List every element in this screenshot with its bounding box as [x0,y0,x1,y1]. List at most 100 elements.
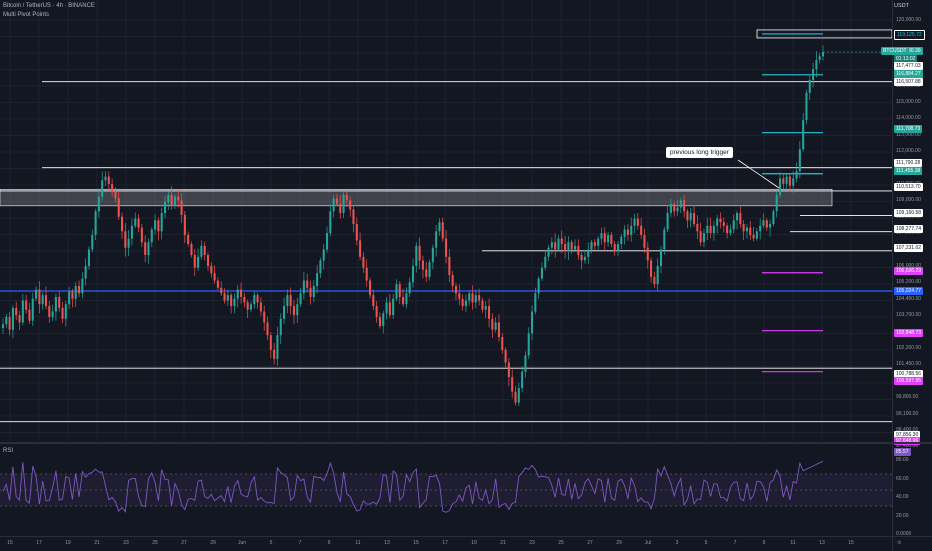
time-tick-label: 15 [413,540,419,546]
indicator-title[interactable]: Multi Pivot Points [3,12,50,18]
previous-long-trigger-callout: previous long trigger [666,147,733,158]
time-tick-label: 5 [704,540,708,546]
candle-body [18,315,21,323]
candle-body [35,289,38,299]
rsi-pane[interactable] [0,444,892,536]
candle-body [365,267,368,281]
candle-body [355,224,358,241]
price-chart[interactable] [0,0,893,442]
rsi-line [2,460,824,513]
candle-body [587,249,590,257]
candle-body [454,285,458,294]
time-tick-label: 23 [529,540,535,546]
rsi-tick-label: 80.00 [896,457,909,463]
candle-body [742,224,745,232]
candle-body [38,289,41,305]
price-tag: 116,507.88 [894,78,923,86]
candle-body [359,240,362,257]
candle-body [395,284,398,299]
time-tick-label: 19 [65,540,71,546]
candle-body [339,203,342,214]
time-tick-label: 15 [7,540,13,546]
candle-body [87,249,90,266]
candle-body [567,242,570,252]
price-tag: 100,597.95 [894,377,924,385]
candle-body [352,209,355,224]
candle-body [64,304,67,319]
price-tag: 102,848.73 [894,329,924,337]
candle-body [693,213,696,224]
candle-body [349,200,352,210]
candle-body [101,180,104,197]
candle-body [177,196,180,201]
price-tick-label: 99,800.00 [896,394,919,401]
price-tag: 01:13:02 [894,55,918,63]
candle-body [785,176,788,184]
candle-body [114,191,117,199]
candle-body [666,213,669,230]
candle-body [531,311,534,334]
time-tick-label: 29 [616,540,622,546]
candle-body [573,245,577,250]
candle-body [74,285,77,299]
price-tag: 111,455.38 [894,167,923,175]
candle-body [755,231,758,239]
price-pane[interactable] [0,0,893,442]
rsi-chart[interactable] [0,444,892,536]
candle-body [792,178,795,186]
candle-body [398,284,401,297]
candle-body [25,300,28,310]
candle-body [21,300,24,323]
candle-body [368,280,372,296]
price-tag: 117,477.03 [894,62,923,70]
symbol-title[interactable]: Bitcoin / TetherUS · 4h · BINANCE [3,3,95,9]
candle-body [577,245,580,255]
candle-body [772,211,775,224]
candle-body [236,289,239,299]
time-tick-label: 29 [210,540,216,546]
settings-icon[interactable]: ⚙ [897,540,902,546]
candle-body [292,306,295,316]
candle-body [749,227,752,235]
candle-body [54,296,57,312]
candle-body [709,225,712,234]
price-axis[interactable]: 120,000.00119,000.00118,000.00117,000.00… [881,0,932,449]
axis-corner: ⚙ [892,536,932,551]
candle-body [316,273,319,286]
candle-body [421,260,424,270]
candle-body [193,254,196,268]
rsi-tick-label: 40.00 [896,494,909,500]
candle-body [411,265,415,283]
candle-body [765,220,768,228]
candle-body [620,236,623,245]
candle-body [84,265,87,279]
candle-body [719,218,722,223]
candle-body [256,295,259,303]
currency-label[interactable]: USDT [894,3,909,9]
candle-body [504,349,507,363]
price-tick-label: 103,700.00 [896,312,922,319]
candle-body [200,245,203,257]
time-tick-label: 7 [298,540,302,546]
candle-body [94,211,97,235]
time-axis[interactable]: 15 17 19 21 23 25 27 29 Jun 5 7 9 11 13 15 17 19 21 23 25 27… [0,536,892,551]
candle-body [696,224,699,232]
candle-body [329,211,332,234]
rsi-axis[interactable]: 80.00 60.00 40.00 20.00 0.0000 85.57 [892,444,932,537]
candle-body [183,214,186,235]
candle-body [5,316,8,325]
pane-separator[interactable] [0,442,932,444]
candle-body [818,56,821,60]
candle-body [223,293,226,301]
candle-body [438,222,441,232]
rsi-label[interactable]: RSI [3,448,14,454]
candle-body [683,200,686,212]
candle-body [626,229,629,235]
candle-body [240,289,243,297]
candle-body [815,59,818,70]
candle-body [173,196,176,206]
candle-body [428,262,431,277]
candle-body [686,211,689,221]
price-tick-label: 115,000.00 [896,99,921,105]
